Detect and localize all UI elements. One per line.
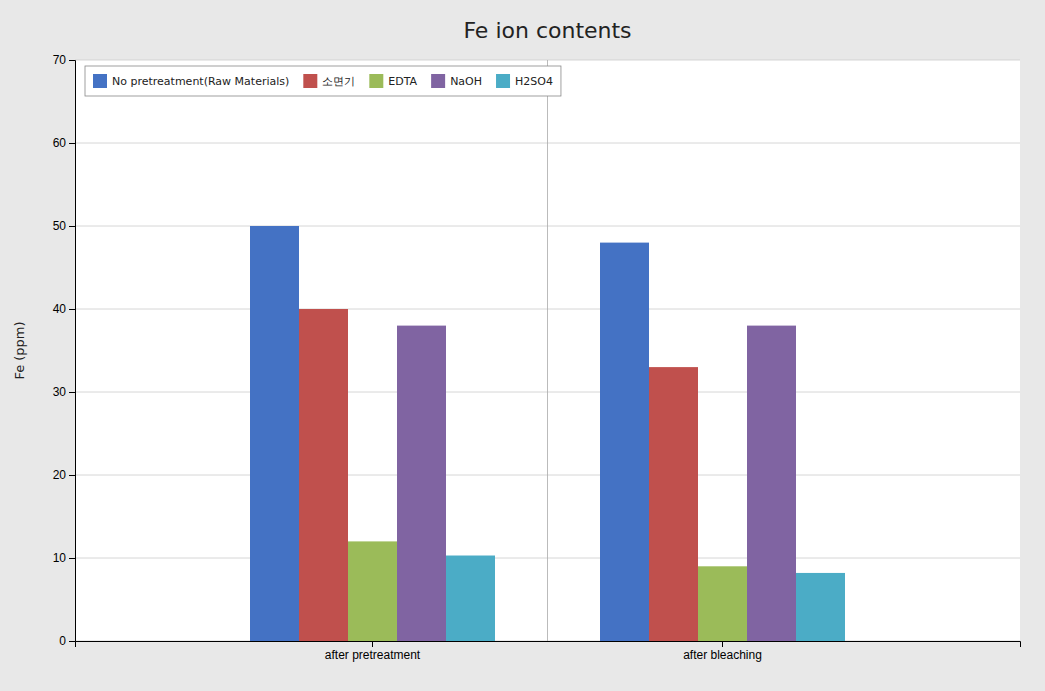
y-tick-label: 70: [53, 53, 67, 67]
bar-series: [446, 556, 845, 641]
y-tick: 40: [53, 302, 75, 316]
plot: 0 10 20 30 40 50 60 70 after pretreatment after b…: [53, 53, 1021, 661]
y-tick-label: 10: [53, 551, 67, 565]
y-tick-label: 30: [53, 385, 67, 399]
legend-swatch: [303, 74, 317, 88]
y-axis: 0 10 20 30 40 50 60 70: [53, 53, 76, 648]
legend-swatch: [431, 74, 445, 88]
x-tick-label: after bleaching: [683, 648, 762, 662]
y-tick-mark: [69, 392, 75, 393]
y-tick-mark: [69, 309, 75, 310]
bars: [250, 226, 845, 641]
bar: [250, 226, 299, 641]
title: Fe ion contents: [463, 18, 631, 43]
y-tick-mark: [69, 143, 75, 144]
bar: [600, 243, 649, 641]
bar: [446, 556, 495, 641]
legend-label: NaOH: [450, 75, 482, 88]
legend-swatch: [496, 74, 510, 88]
grid: [75, 60, 1020, 641]
y-tick: 70: [53, 53, 75, 67]
y-tick-label: 40: [53, 302, 67, 316]
x-tick-mark: [722, 641, 723, 647]
y-tick-mark: [69, 475, 75, 476]
y-tick: 50: [53, 219, 75, 233]
legend-item: H2SO4: [496, 74, 553, 88]
x-tick: after bleaching: [683, 641, 762, 662]
bar-series: [250, 226, 649, 641]
x-axis: after pretreatment after bleaching: [76, 641, 1021, 662]
y-tick-mark: [69, 226, 75, 227]
group-dividers: [547, 60, 548, 641]
y-tick-label: 20: [53, 468, 67, 482]
legend-item: NaOH: [431, 74, 482, 88]
y-tick-label: 60: [53, 136, 67, 150]
bar: [299, 309, 348, 641]
legend-label: No pretreatment(Raw Materials): [112, 75, 289, 88]
y-tick-mark: [69, 558, 75, 559]
y-axis-label: Fe (ppm): [12, 321, 27, 379]
y-tick: 0: [59, 634, 75, 648]
x-tick: after pretreatment: [325, 641, 421, 662]
legend-item: EDTA: [369, 74, 417, 88]
bar: [796, 573, 845, 641]
y-tick-mark: [69, 60, 75, 61]
x-tick-mark: [372, 641, 373, 647]
y-tick-mark: [69, 641, 75, 642]
bar-series: [299, 309, 698, 641]
y-tick: 20: [53, 468, 75, 482]
x-tick-label: after pretreatment: [325, 648, 421, 662]
legend-label: EDTA: [388, 75, 417, 88]
legend-item: No pretreatment(Raw Materials): [93, 74, 289, 88]
bar: [698, 566, 747, 641]
bar: [649, 367, 698, 641]
y-tick-label: 50: [53, 219, 67, 233]
legend-label: 소면기: [322, 75, 355, 88]
legend-label: H2SO4: [515, 75, 553, 88]
x-axis-line: [76, 642, 1021, 648]
legend-swatch: [369, 74, 383, 88]
y-tick: 10: [53, 551, 75, 565]
y-tick: 60: [53, 136, 75, 150]
chart: 0 10 20 30 40 50 60 70 after pretreatment after b…: [0, 0, 1045, 691]
legend-frame: [85, 66, 561, 96]
y-tick: 30: [53, 385, 75, 399]
y-axis-line: [69, 61, 76, 642]
bar: [348, 541, 397, 641]
bar: [747, 326, 796, 641]
legend: No pretreatment(Raw Materials) 소면기 EDTA NaO…: [85, 66, 561, 96]
background: [0, 0, 1045, 691]
legend-swatch: [93, 74, 107, 88]
legend-item: 소면기: [303, 74, 355, 88]
bar-series: [397, 326, 796, 641]
plot-background: [75, 60, 1020, 641]
group-divider: [547, 60, 548, 641]
bar: [397, 326, 446, 641]
y-tick-label: 0: [59, 634, 66, 648]
